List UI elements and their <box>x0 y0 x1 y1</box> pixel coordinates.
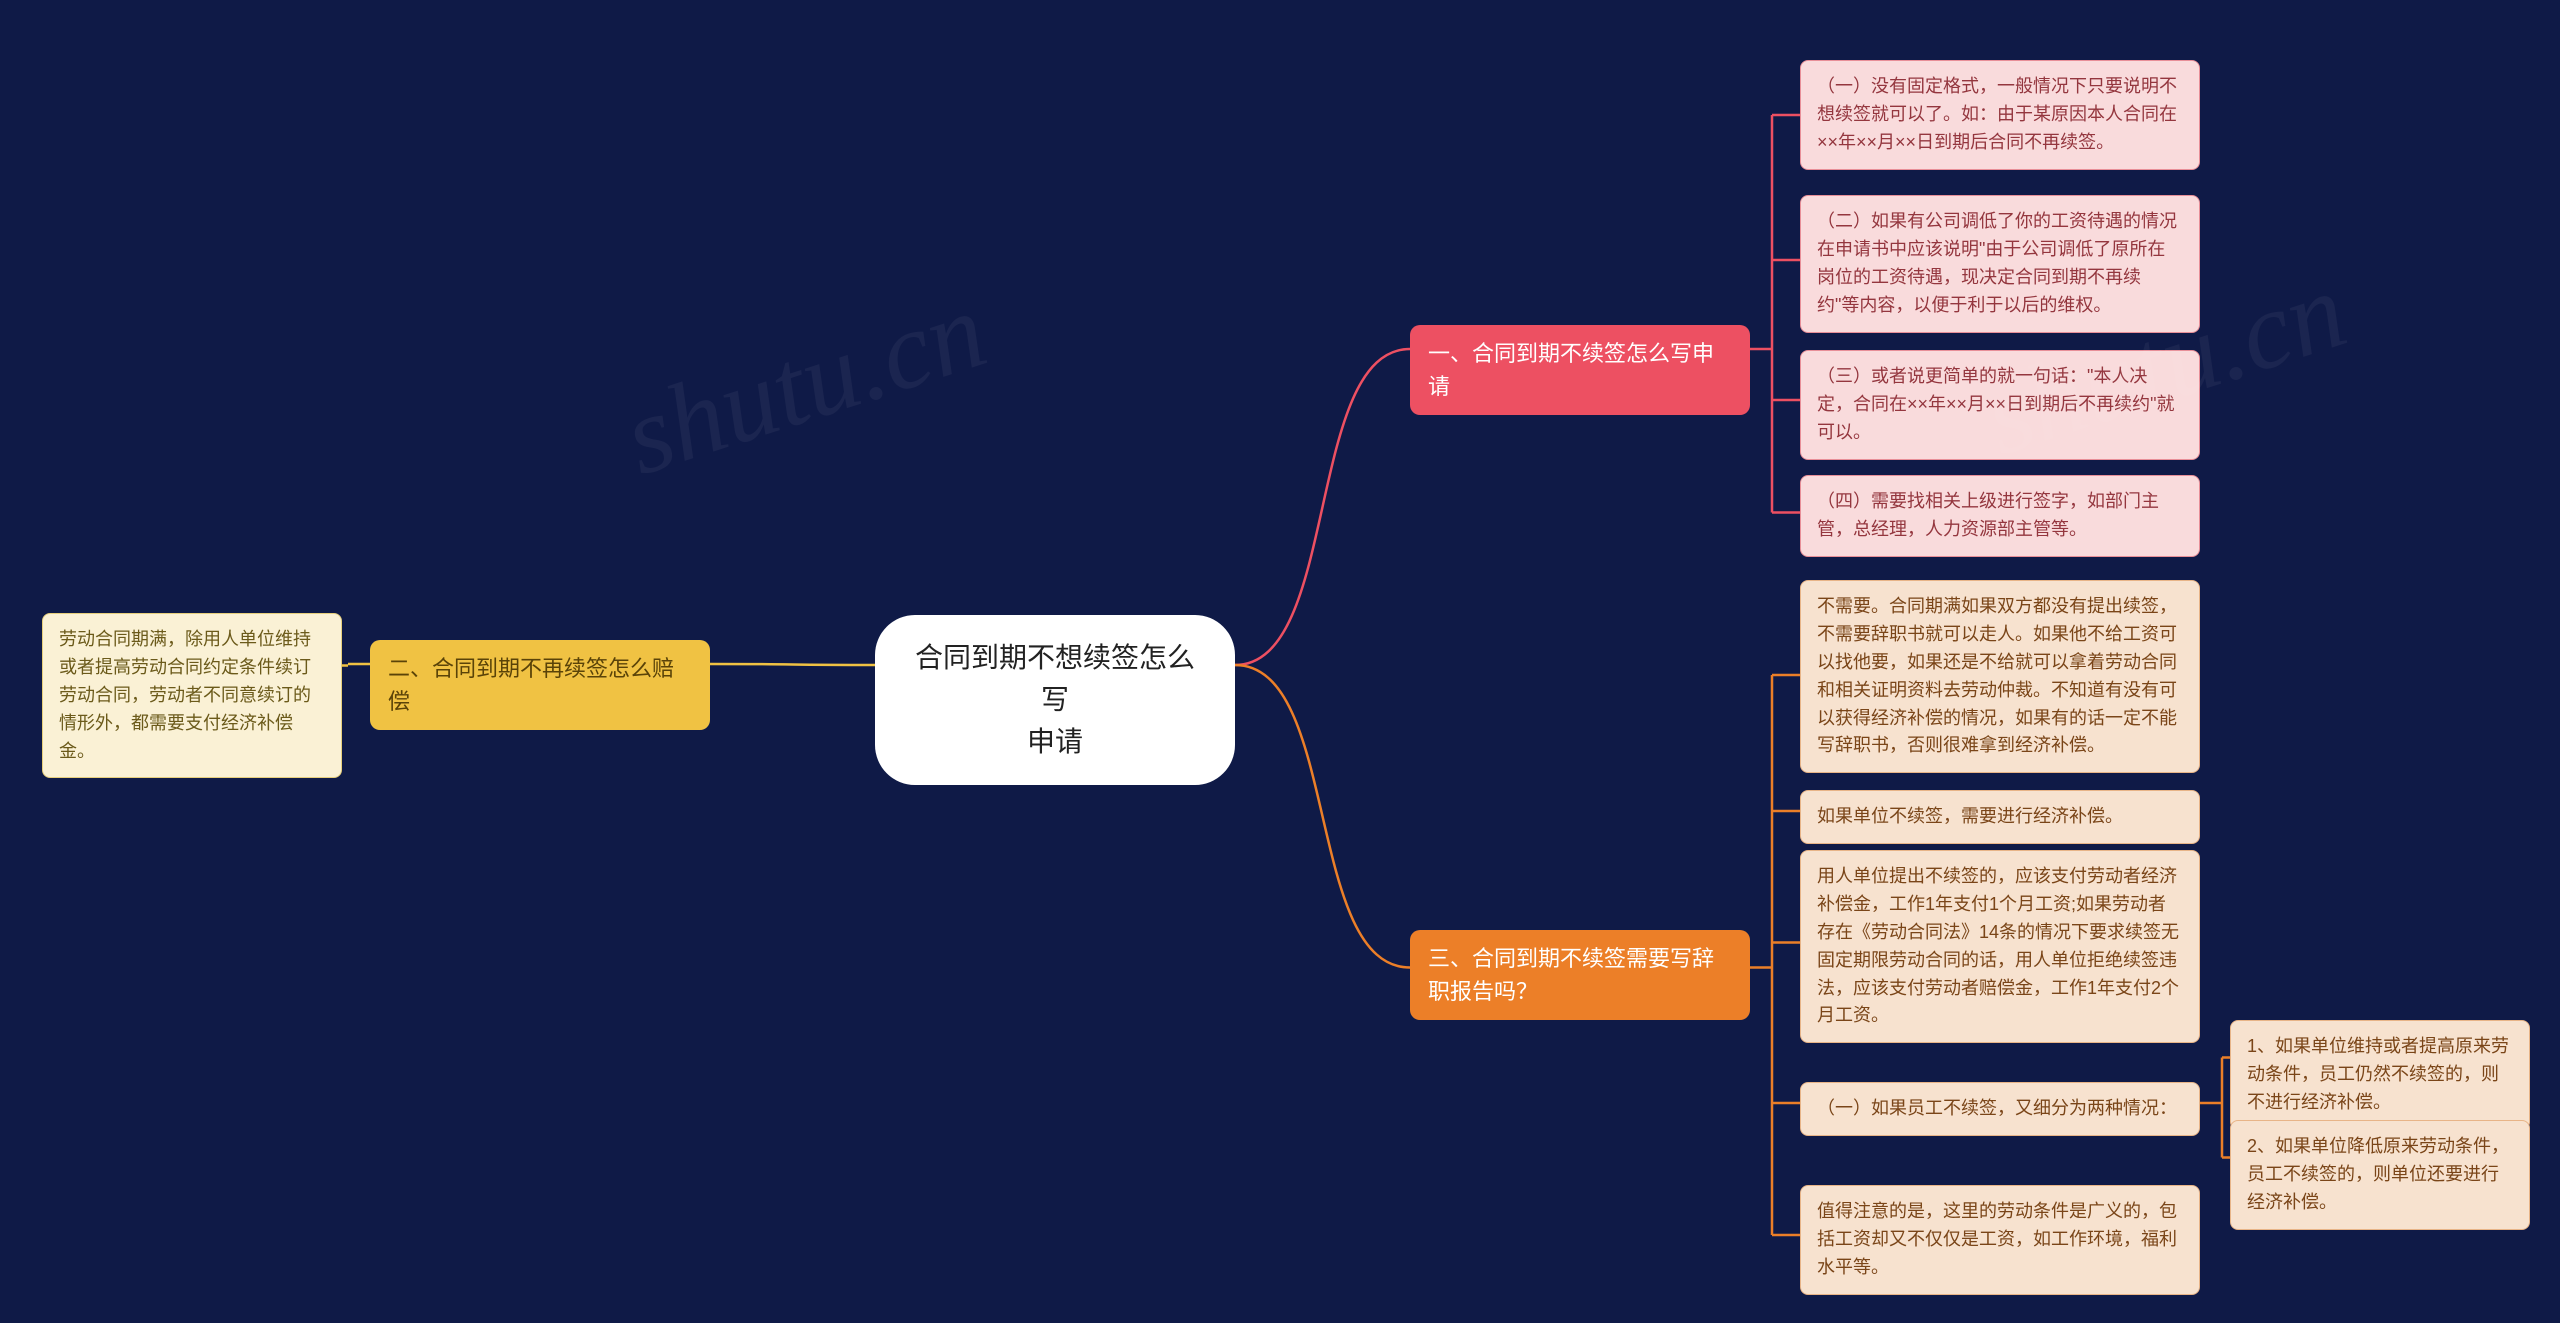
leaf-node: （一）没有固定格式，一般情况下只要说明不想续签就可以了。如：由于某原因本人合同在… <box>1800 60 2200 170</box>
leaf-node: 值得注意的是，这里的劳动条件是广义的，包括工资却又不仅仅是工资，如工作环境，福利… <box>1800 1185 2200 1295</box>
watermark-1: shutu.cn <box>609 266 1000 501</box>
leaf-node: 用人单位提出不续签的，应该支付劳动者经济补偿金，工作1年支付1个月工资;如果劳动… <box>1800 850 2200 1043</box>
leaf-node: 劳动合同期满，除用人单位维持或者提高劳动合同约定条件续订劳动合同，劳动者不同意续… <box>42 613 342 778</box>
branch-node: 二、合同到期不再续签怎么赔偿 <box>370 640 710 730</box>
branch-node: 三、合同到期不续签需要写辞职报告吗？ <box>1410 930 1750 1020</box>
leaf-node: 1、如果单位维持或者提高原来劳动条件，员工仍然不续签的，则不进行经济补偿。 <box>2230 1020 2530 1130</box>
branch-node: 一、合同到期不续签怎么写申请 <box>1410 325 1750 415</box>
leaf-node: 不需要。合同期满如果双方都没有提出续签，不需要辞职书就可以走人。如果他不给工资可… <box>1800 580 2200 773</box>
leaf-node: （三）或者说更简单的就一句话："本人决定，合同在××年××月××日到期后不再续约… <box>1800 350 2200 460</box>
leaf-node: 如果单位不续签，需要进行经济补偿。 <box>1800 790 2200 844</box>
leaf-node: 2、如果单位降低原来劳动条件，员工不续签的，则单位还要进行经济补偿。 <box>2230 1120 2530 1230</box>
root-node: 合同到期不想续签怎么写 申请 <box>875 615 1235 785</box>
leaf-node: （二）如果有公司调低了你的工资待遇的情况在申请书中应该说明"由于公司调低了原所在… <box>1800 195 2200 333</box>
leaf-node: （四）需要找相关上级进行签字，如部门主管，总经理，人力资源部主管等。 <box>1800 475 2200 557</box>
leaf-node: （一）如果员工不续签，又细分为两种情况： <box>1800 1082 2200 1136</box>
